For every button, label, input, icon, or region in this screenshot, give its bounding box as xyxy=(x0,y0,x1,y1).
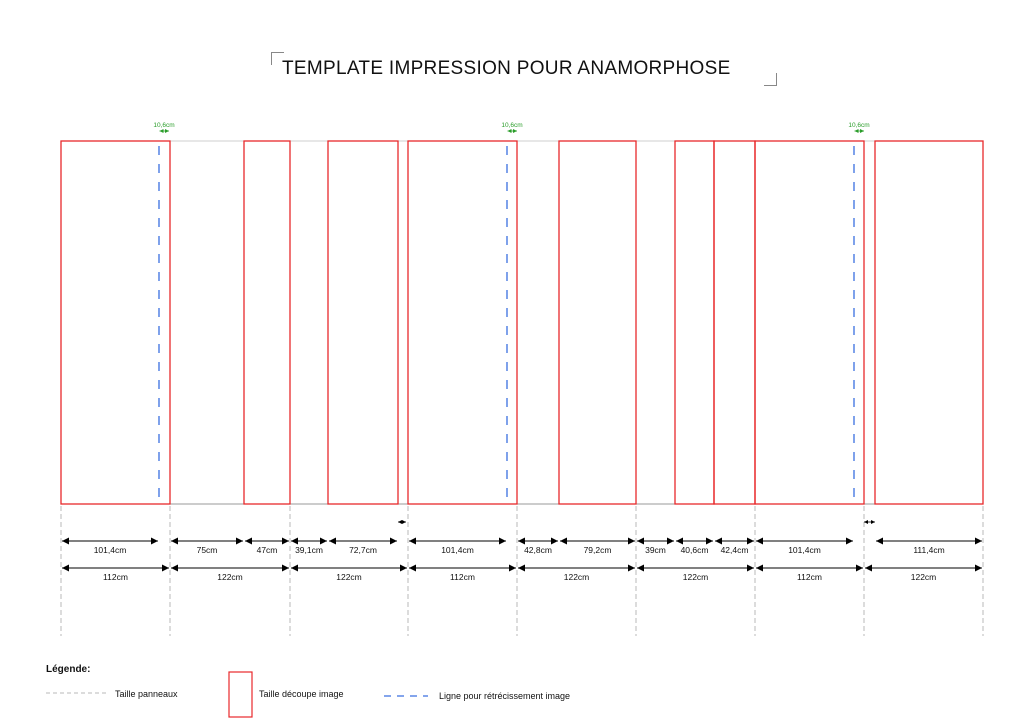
image-cut-rect xyxy=(243,140,291,505)
upper-dimension-label: 101,4cm xyxy=(94,545,127,555)
legend-title: Légende: xyxy=(46,664,90,675)
upper-dimension-label: 101,4cm xyxy=(441,545,474,555)
image-cut-rect xyxy=(407,140,518,505)
upper-dimension-label: 75cm xyxy=(197,545,218,555)
upper-dimension-label: 42,4cm xyxy=(721,545,749,555)
shrink-lines: 10,6cm 10,6cm 10,6cm xyxy=(153,122,870,502)
legend-shrink-line-label: Ligne pour rétrécissement image xyxy=(439,691,570,701)
shrink-label: 10,6cm xyxy=(501,122,522,129)
title-frame: TEMPLATE IMPRESSION POUR ANAMORPHOSE xyxy=(271,52,777,86)
upper-dimension-label: 39,1cm xyxy=(295,545,323,555)
panel-boundaries xyxy=(60,140,984,636)
upper-dimension-label: 79,2cm xyxy=(584,545,612,555)
lower-dimension-label: 112cm xyxy=(450,572,475,582)
upper-dimension-label: 39cm xyxy=(645,545,666,555)
upper-dimension-label: 72,7cm xyxy=(349,545,377,555)
image-cut-rect xyxy=(874,140,984,505)
shrink-label: 10,6cm xyxy=(848,122,869,129)
lower-dimension-label: 122cm xyxy=(564,572,590,582)
image-cut-rect xyxy=(60,140,171,505)
legend: Légende: Taille panneaux Taille découpe … xyxy=(46,664,570,718)
image-cut-rect xyxy=(674,140,715,505)
image-cut-rect xyxy=(327,140,399,505)
page-title: TEMPLATE IMPRESSION POUR ANAMORPHOSE xyxy=(282,58,731,79)
upper-dimension-label: 111,4cm xyxy=(913,545,944,555)
legend-panel-size-label: Taille panneaux xyxy=(115,689,178,699)
lower-dimension-label: 112cm xyxy=(103,572,128,582)
shrink-label: 10,6cm xyxy=(153,122,174,129)
image-cut-rect xyxy=(558,140,637,505)
lower-dimension-label: 122cm xyxy=(683,572,709,582)
legend-cut-rect-swatch xyxy=(228,671,253,718)
lower-dimension-label: 112cm xyxy=(797,572,822,582)
lower-dimension-label: 122cm xyxy=(911,572,937,582)
upper-dimension-label: 101,4cm xyxy=(788,545,821,555)
image-cut-rectangles xyxy=(60,140,984,505)
lower-dimension-label: 122cm xyxy=(217,572,243,582)
upper-dimension-label: 47cm xyxy=(257,545,278,555)
dimension-lines: 101,4cm 75cm 47cm 39,1cm 72,7cm 101,4cm 42,8cm… xyxy=(62,520,982,582)
lower-dimension-label: 122cm xyxy=(336,572,362,582)
upper-dimension-label: 42,8cm xyxy=(524,545,552,555)
image-cut-rect xyxy=(754,140,865,505)
upper-dimension-label: 40,6cm xyxy=(681,545,709,555)
title-corner-bottom-right xyxy=(764,73,777,86)
image-cut-rect xyxy=(713,140,756,505)
title-corner-top-left xyxy=(271,52,284,65)
legend-image-cut-label: Taille découpe image xyxy=(259,689,344,699)
